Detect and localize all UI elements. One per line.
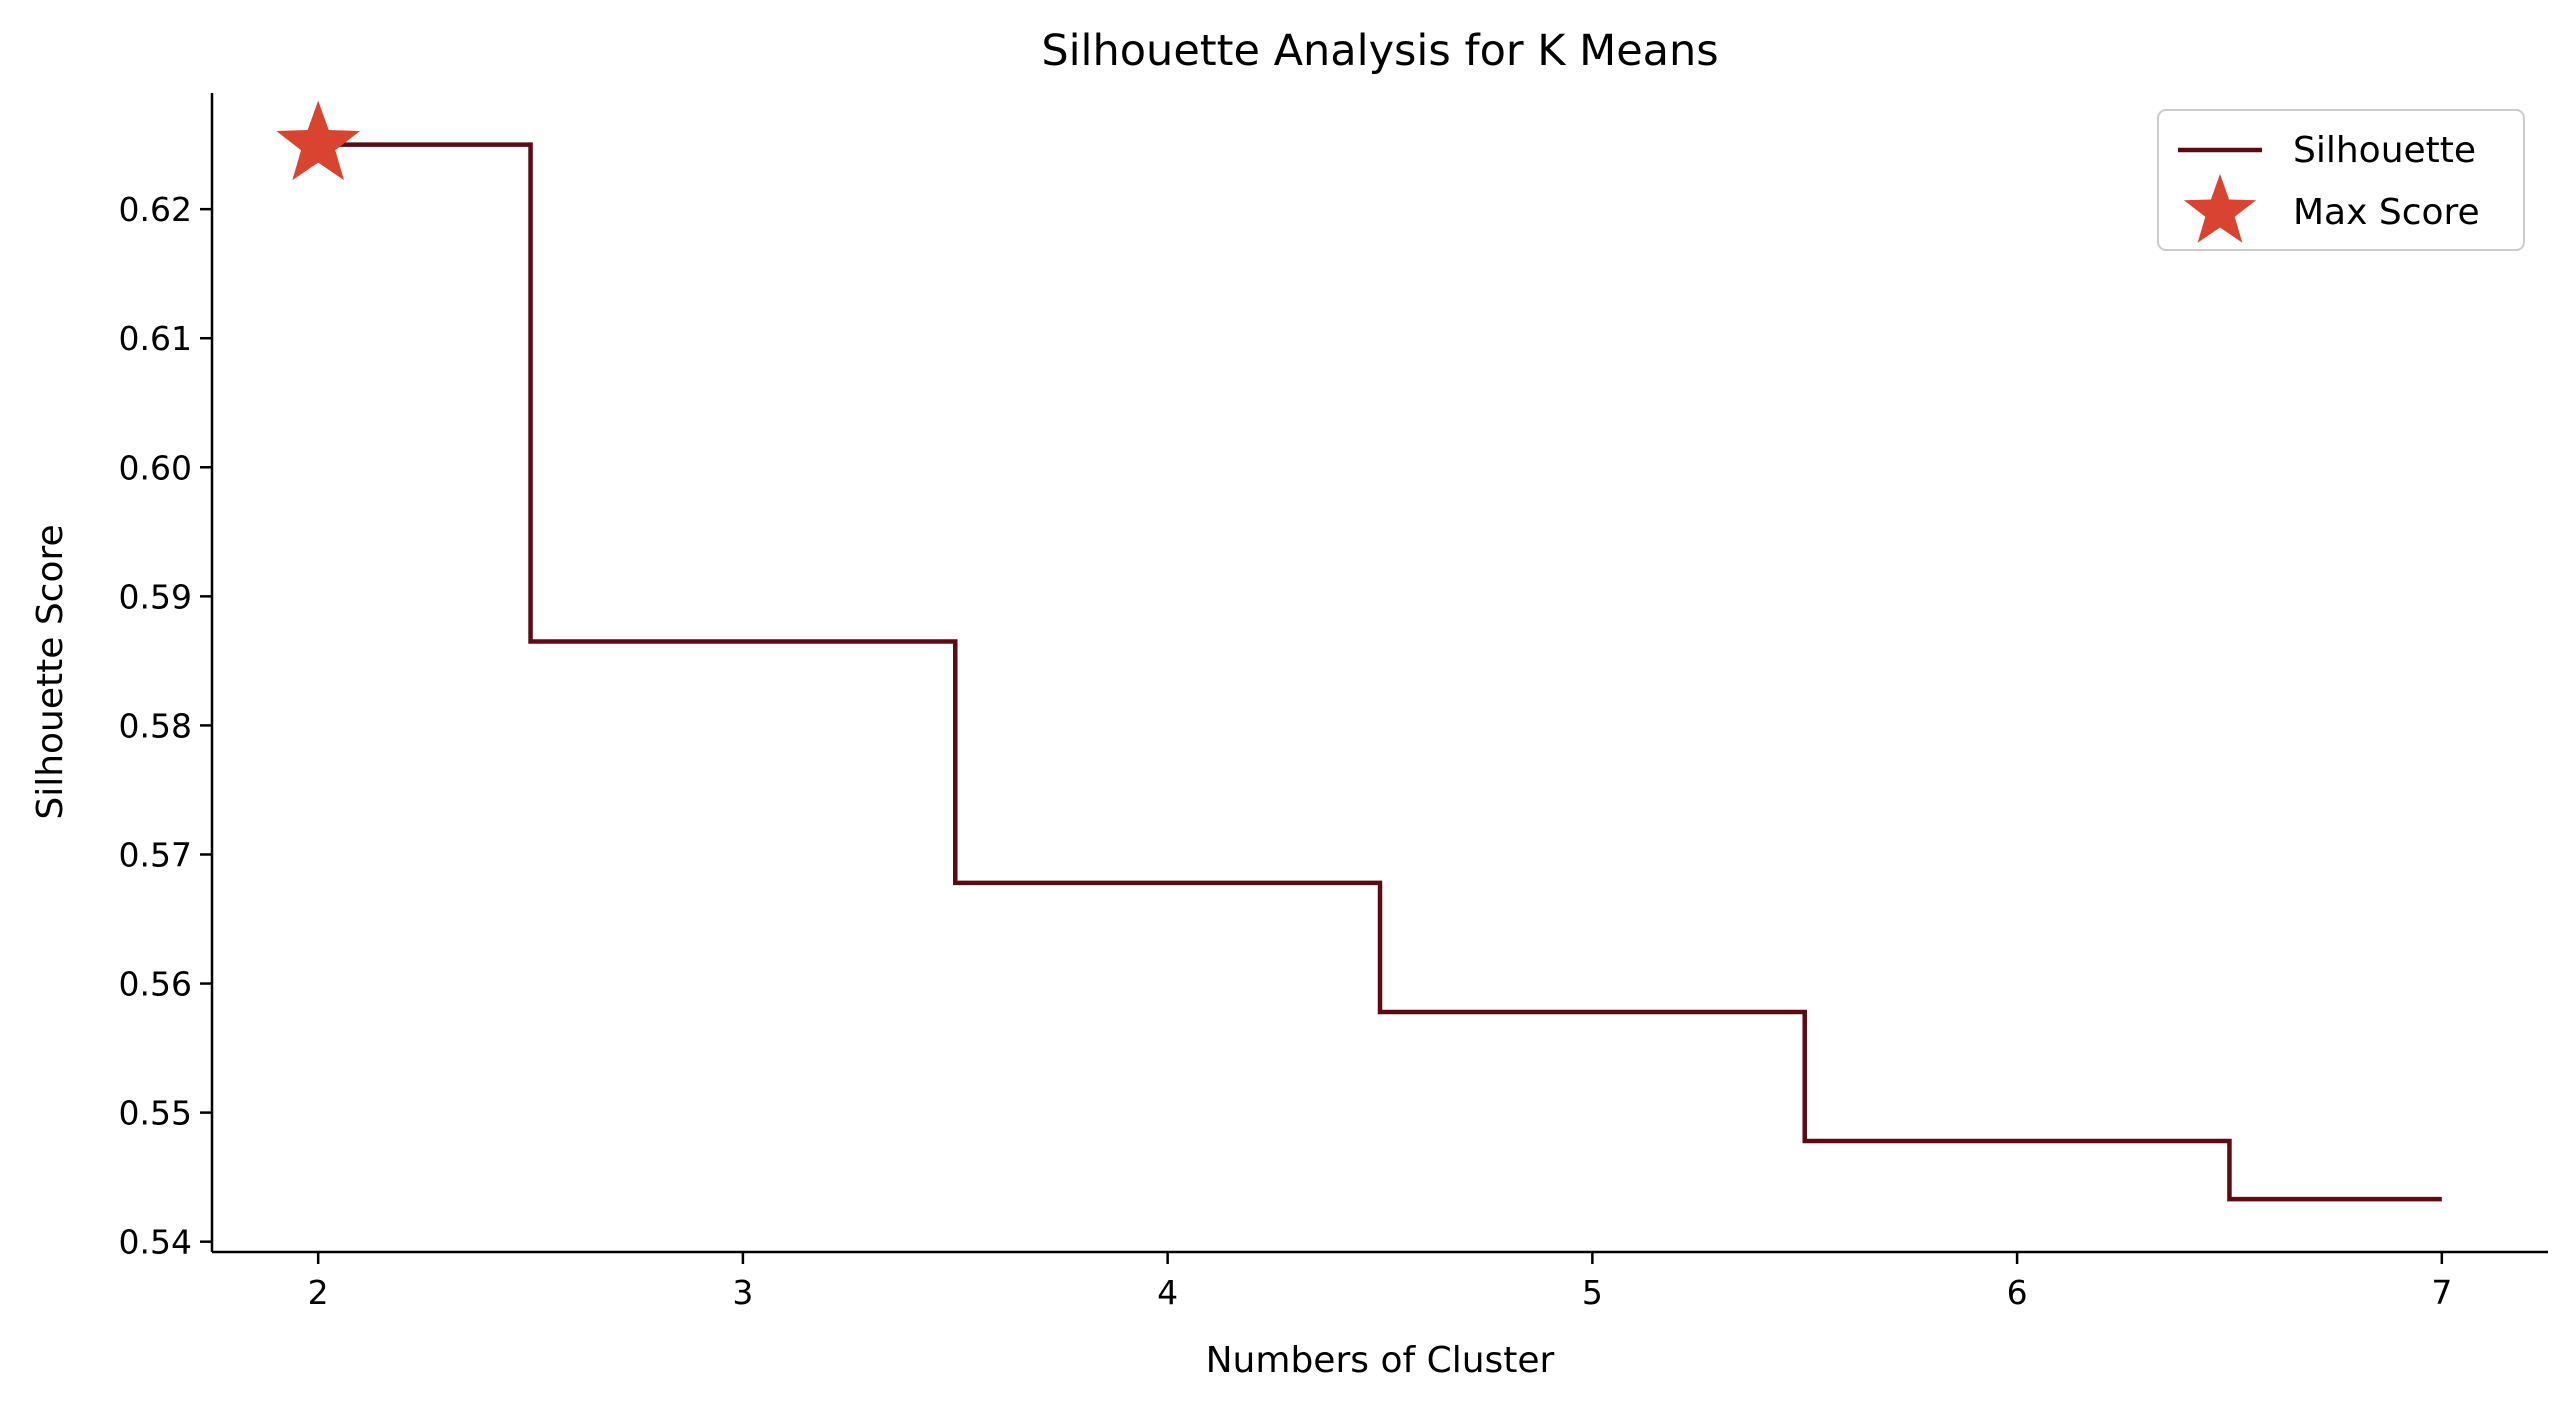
y-ticks: 0.54 0.55 0.56 0.57 0.58 0.59 0.60 0.61 0.62 bbox=[119, 190, 212, 1262]
y-tick-label: 0.54 bbox=[119, 1223, 192, 1262]
series-line-silhouette bbox=[318, 142, 2442, 1202]
y-tick-label: 0.61 bbox=[119, 319, 192, 358]
axes bbox=[210, 93, 2548, 1254]
x-tick-label: 2 bbox=[308, 1273, 329, 1312]
y-tick-label: 0.57 bbox=[119, 835, 192, 874]
x-tick-label: 4 bbox=[1157, 1273, 1178, 1312]
x-tick-label: 5 bbox=[1582, 1273, 1603, 1312]
legend-label-max-score: Max Score bbox=[2293, 192, 2480, 233]
y-tick-label: 0.62 bbox=[119, 190, 192, 229]
y-tick-label: 0.60 bbox=[119, 448, 192, 487]
x-axis-label: Numbers of Cluster bbox=[1206, 1340, 1555, 1381]
y-tick-label: 0.56 bbox=[119, 965, 192, 1004]
x-tick-label: 7 bbox=[2431, 1273, 2452, 1312]
legend: Silhouette Max Score bbox=[2157, 109, 2525, 251]
chart-title: Silhouette Analysis for K Means bbox=[1041, 26, 1718, 76]
legend-star-icon bbox=[2183, 174, 2257, 243]
y-tick-label: 0.55 bbox=[119, 1094, 192, 1133]
y-axis-label: Silhouette Score bbox=[30, 524, 71, 819]
x-tick-label: 3 bbox=[732, 1273, 753, 1312]
y-tick-label: 0.58 bbox=[119, 706, 192, 745]
x-ticks: 2 3 4 5 6 7 bbox=[308, 1252, 2452, 1312]
x-tick-label: 6 bbox=[2007, 1273, 2028, 1312]
y-tick-label: 0.59 bbox=[119, 577, 192, 616]
legend-label-silhouette: Silhouette bbox=[2293, 130, 2476, 171]
max-score-star-marker bbox=[276, 100, 361, 181]
plot-area bbox=[276, 100, 2442, 1202]
legend-box bbox=[2157, 109, 2525, 251]
